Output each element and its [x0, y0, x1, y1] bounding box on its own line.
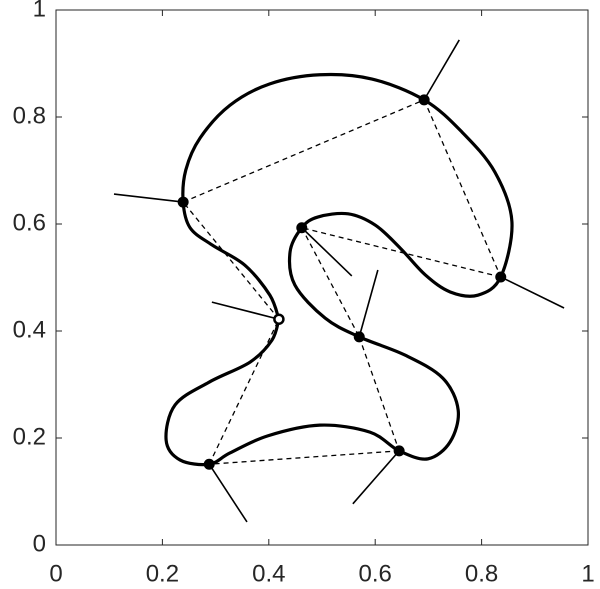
normal-line — [301, 227, 353, 277]
control-edge — [358, 336, 400, 452]
y-tick-label: 0 — [33, 530, 46, 557]
control-edge — [301, 227, 501, 278]
node — [203, 458, 215, 470]
normal-line — [211, 301, 280, 321]
control-edge — [209, 450, 400, 465]
normal-line — [423, 39, 460, 101]
normal-line — [500, 276, 565, 309]
control-edge — [182, 201, 280, 320]
node — [495, 271, 507, 283]
x-tick-label: 0.2 — [146, 560, 179, 587]
node — [393, 445, 405, 457]
curve — [164, 72, 514, 467]
node — [353, 331, 365, 343]
node — [418, 94, 430, 106]
plot-area — [55, 9, 589, 546]
normal-line — [358, 269, 379, 338]
x-tick-label: 0.6 — [359, 560, 392, 587]
normal-line — [208, 463, 248, 523]
control-edge — [182, 99, 425, 203]
y-tick-label: 1 — [33, 0, 46, 22]
y-tick-label: 0.2 — [13, 423, 46, 450]
x-tick-label: 0.8 — [465, 560, 498, 587]
control-edge — [301, 227, 360, 338]
hollow-node — [273, 313, 285, 325]
x-tick-label: 0 — [49, 560, 62, 587]
y-tick-label: 0.8 — [13, 102, 46, 129]
node — [296, 222, 308, 234]
x-tick-label: 0.4 — [252, 560, 285, 587]
node — [177, 196, 189, 208]
normal-line — [352, 450, 400, 505]
y-tick-label: 0.4 — [13, 316, 46, 343]
x-tick-label: 1 — [581, 560, 594, 587]
normal-line — [113, 193, 184, 203]
y-tick-label: 0.6 — [13, 209, 46, 236]
